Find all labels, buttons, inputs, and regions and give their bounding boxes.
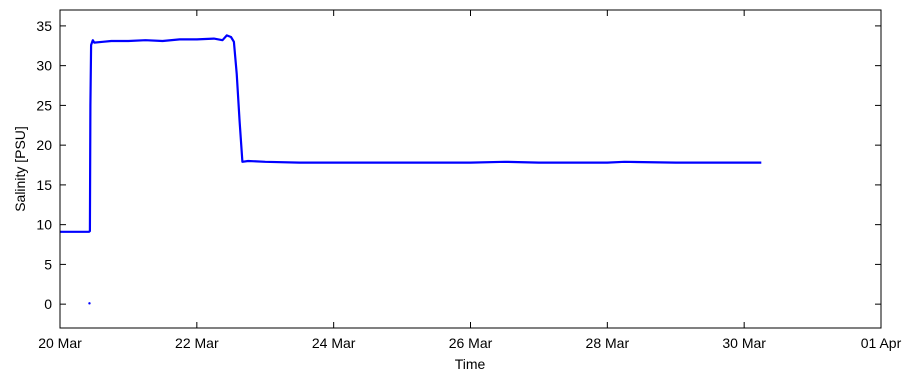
y-tick-label: 30 [36, 58, 52, 74]
y-tick-label: 25 [36, 97, 52, 113]
y-axis-label: Salinity [PSU] [12, 126, 28, 212]
y-tick-label: 0 [44, 296, 52, 312]
y-tick-label: 5 [44, 256, 52, 272]
y-tick-label: 35 [36, 18, 52, 34]
series-layer [60, 34, 762, 305]
ticks-layer: 20 Mar 22 Mar 24 Mar 26 Mar 28 Mar 30 Mar 01 A… [36, 10, 902, 351]
x-tick-label: 20 Mar [38, 335, 82, 351]
plot-background [60, 10, 881, 328]
outlier-point [88, 302, 91, 305]
plot-frame [59, 9, 882, 329]
x-tick-label: 26 Mar [449, 335, 493, 351]
y-tick-label: 15 [36, 177, 52, 193]
y-tick-label: 10 [36, 217, 52, 233]
y-tick-label: 20 [36, 137, 52, 153]
x-tick-label: 01 Apr [861, 335, 902, 351]
x-tick-label: 30 Mar [722, 335, 766, 351]
x-tick-label: 28 Mar [586, 335, 630, 351]
salinity-series-line [60, 34, 762, 233]
x-tick-label: 24 Mar [312, 335, 356, 351]
x-axis-label: Time [455, 356, 486, 372]
x-tick-label: 22 Mar [175, 335, 219, 351]
